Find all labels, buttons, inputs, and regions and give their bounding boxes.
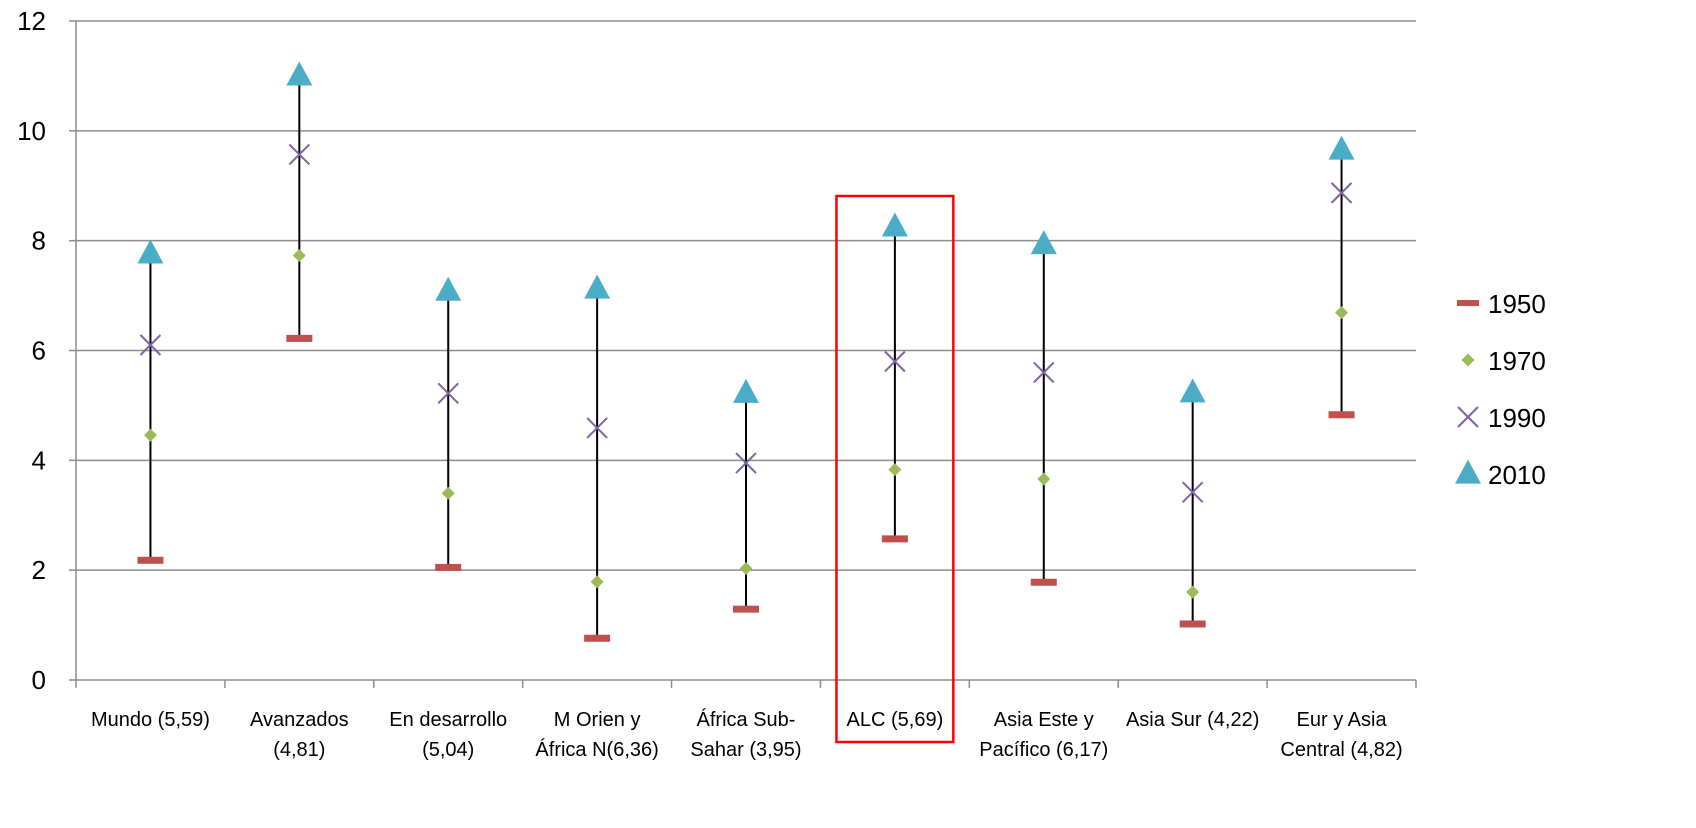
y-axis: 0 2 4 6 8 10 12 (17, 6, 77, 695)
marker-1950 (733, 605, 759, 613)
range-lines (149, 75, 1343, 639)
marker-2010 (1030, 230, 1057, 255)
x-tick-label: M Orien y (554, 709, 641, 731)
x-tick-label: Asia Este y (994, 709, 1094, 731)
legend-marker-1950 (1456, 300, 1480, 306)
y-tick-label: 0 (32, 665, 46, 695)
marker-1950 (881, 535, 908, 543)
y-tick-label: 6 (32, 336, 46, 366)
marker-2010 (1179, 378, 1206, 403)
x-stroke (1330, 182, 1353, 204)
marker-1990 (437, 382, 459, 405)
marker-2010 (1328, 135, 1355, 160)
marker-2010 (286, 61, 313, 86)
y-tick-label: 10 (17, 116, 46, 146)
x-stroke (1181, 481, 1204, 503)
y-tick-label: 2 (32, 555, 46, 585)
marker-1970 (888, 463, 902, 477)
marker-2010 (584, 274, 611, 299)
marker-1990 (1033, 361, 1055, 384)
y-tick-label: 12 (17, 6, 46, 36)
legend-marker-1970 (1461, 353, 1475, 367)
x-tick-label: (4,81) (273, 739, 325, 761)
marker-1950 (584, 634, 611, 642)
marker-1970 (739, 562, 753, 576)
legend-label: 1970 (1488, 346, 1546, 376)
x-tick-label: África N(6,36) (535, 738, 658, 761)
marker-1990 (735, 452, 757, 474)
data-markers (137, 61, 1355, 642)
marker-1990 (139, 334, 162, 356)
x-stroke (139, 334, 162, 356)
marker-1990 (288, 143, 311, 166)
x-tick-label: Mundo (5,59) (91, 709, 210, 731)
legend-marker-1990 (1457, 406, 1479, 428)
x-axis: Mundo (5,59) Avanzados (4,81) En desarrollo… (75, 679, 1417, 761)
marker-1950 (286, 334, 313, 342)
marker-2010 (881, 212, 908, 237)
x-tick-label: ALC (5,69) (847, 709, 944, 731)
x-tick-label: África Sub- (697, 708, 796, 731)
marker-1990 (884, 350, 906, 373)
marker-1950 (1179, 620, 1206, 628)
marker-1970 (143, 428, 157, 442)
marker-1970 (441, 486, 455, 500)
legend-label: 1950 (1488, 289, 1546, 319)
marker-2010 (137, 239, 164, 264)
x-stroke (437, 382, 459, 405)
marker-1950 (1328, 411, 1355, 419)
x-stroke (586, 417, 608, 439)
x-tick-label: Eur y Asia (1297, 709, 1388, 731)
marker-1970 (292, 248, 306, 262)
x-tick-label: (5,04) (422, 739, 474, 761)
marker-2010 (733, 378, 759, 403)
marker-1990 (586, 417, 608, 439)
marker-1970 (590, 575, 604, 589)
x-stroke (1033, 361, 1055, 384)
x-stroke (884, 350, 906, 373)
marker-1950 (1030, 578, 1057, 586)
marker-2010 (435, 276, 462, 301)
marker-1970 (1037, 472, 1051, 486)
legend-label: 2010 (1488, 460, 1546, 490)
highlight-rectangle (835, 194, 955, 744)
marker-1950 (137, 556, 164, 564)
x-tick-label: Pacífico (6,17) (979, 739, 1108, 761)
x-stroke (1457, 406, 1479, 428)
x-tick-label: En desarrollo (389, 709, 507, 731)
x-stroke (288, 143, 311, 166)
marker-1970 (1335, 306, 1349, 320)
marker-1990 (1181, 481, 1204, 503)
x-tick-label: Asia Sur (4,22) (1126, 709, 1259, 731)
legend-marker-2010 (1455, 459, 1481, 484)
marker-1990 (1330, 182, 1353, 204)
marker-1950 (435, 563, 462, 571)
x-tick-label: Avanzados (250, 709, 349, 731)
y-tick-label: 4 (32, 445, 46, 475)
y-tick-label: 8 (32, 226, 46, 256)
legend-label: 1990 (1488, 403, 1546, 433)
highlight-box (835, 194, 955, 744)
x-tick-label: Central (4,82) (1280, 739, 1402, 761)
legend: 1950 1970 1990 2010 (1455, 289, 1546, 490)
x-tick-label: Sahar (3,95) (690, 739, 801, 761)
marker-1970 (1186, 585, 1200, 599)
x-stroke (735, 452, 757, 474)
